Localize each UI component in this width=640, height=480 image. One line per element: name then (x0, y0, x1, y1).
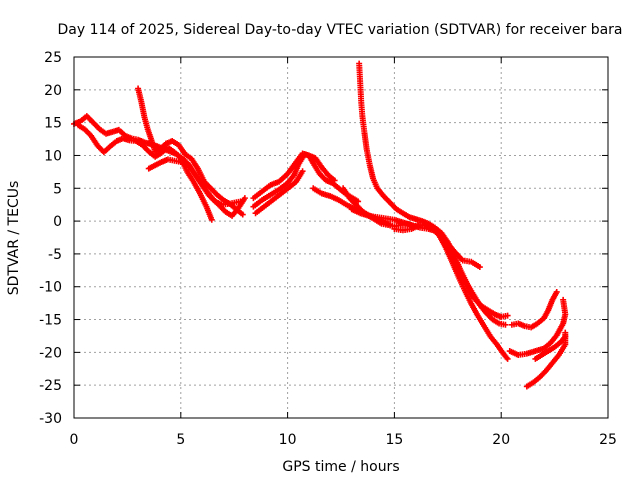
series-track-16 (532, 333, 569, 362)
y-tick-label: -10 (39, 280, 62, 296)
y-tick-label: -25 (39, 378, 62, 394)
data-point (476, 264, 483, 271)
x-tick-label: 25 (599, 432, 617, 448)
x-tick-label: 20 (492, 432, 510, 448)
series-track-7 (252, 168, 306, 217)
axis-ticks: 0 5 10 15 20 25 -30 -25 -20 -15 -10 -5 0 5 10 15 20 25 (39, 50, 617, 448)
y-tick-label: -20 (39, 345, 62, 361)
y-axis-label: SDTVAR / TECUs (6, 181, 22, 296)
y-tick-label: 0 (53, 214, 62, 230)
data-point (502, 321, 509, 328)
y-tick-label: 5 (53, 181, 62, 197)
y-tick-label: -5 (48, 247, 62, 263)
data-layer (71, 60, 569, 390)
data-point (331, 177, 338, 184)
data-point (504, 355, 511, 362)
data-point (299, 168, 306, 175)
series-track-4 (145, 156, 248, 219)
data-point (241, 195, 248, 202)
y-tick-label: 10 (44, 148, 62, 164)
series-track-13 (508, 288, 560, 331)
data-point (560, 296, 567, 303)
data-point (504, 312, 511, 319)
series-track-9 (356, 60, 509, 328)
series-track-6 (250, 150, 338, 202)
y-tick-label: -15 (39, 313, 62, 329)
series-track-14 (506, 296, 569, 358)
x-tick-label: 10 (279, 432, 297, 448)
y-tick-label: 25 (44, 50, 62, 66)
y-tick-label: 15 (44, 116, 62, 132)
series-track-11 (348, 206, 483, 271)
x-tick-label: 0 (70, 432, 79, 448)
data-point (553, 288, 560, 295)
plot-frame (73, 56, 609, 419)
data-point (239, 211, 246, 218)
x-axis-label: GPS time / hours (282, 459, 399, 475)
series-track-10 (340, 185, 511, 362)
series-track-12 (391, 222, 511, 320)
y-tick-label: -30 (39, 411, 62, 427)
y-tick-label: 20 (44, 83, 62, 99)
grid-lines (74, 57, 608, 418)
data-point (562, 333, 569, 340)
data-point (208, 216, 215, 223)
chart-title: Day 114 of 2025, Sidereal Day-to-day VTE… (57, 22, 622, 38)
x-tick-label: 15 (385, 432, 403, 448)
x-tick-label: 5 (176, 432, 185, 448)
